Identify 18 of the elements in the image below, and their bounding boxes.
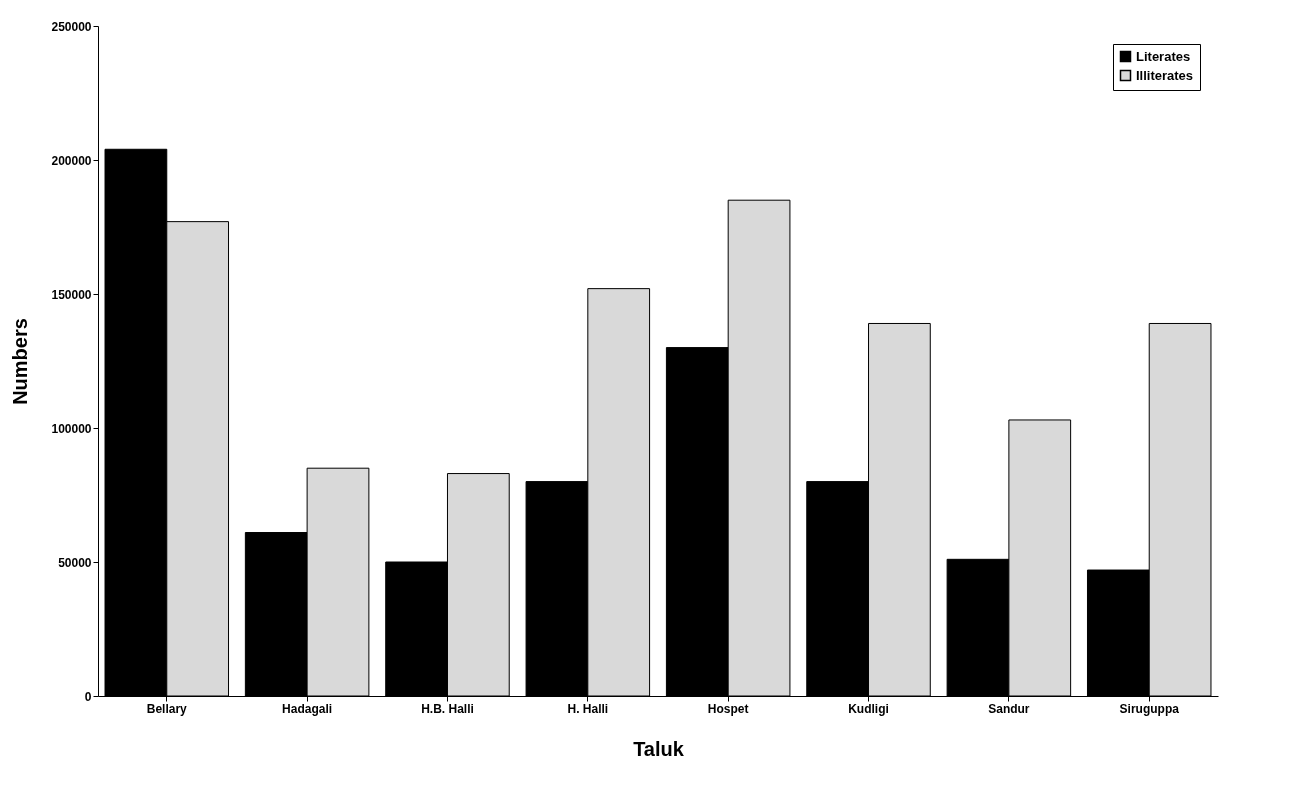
x-tick-label: Kudligi [848, 701, 889, 716]
y-tick-label: 0 [84, 689, 92, 704]
x-tick-label: Sandur [988, 701, 1030, 716]
x-tick-label: Siruguppa [1119, 701, 1180, 716]
y-axis-title: Numbers [9, 318, 32, 405]
legend-label: Literates [1136, 48, 1191, 64]
x-tick-label: Hospet [707, 701, 749, 716]
legend-label: Illiterates [1136, 67, 1194, 83]
x-tick-label: H.B. Halli [421, 701, 474, 716]
x-tick-label: Hadagali [282, 701, 333, 716]
y-tick-label: 250000 [51, 19, 92, 34]
x-tick-label: H. Halli [567, 701, 609, 716]
y-tick-label: 200000 [51, 153, 92, 168]
y-tick-label: 50000 [58, 555, 92, 570]
y-tick-label: 150000 [51, 287, 92, 302]
y-tick-label: 100000 [51, 421, 92, 436]
x-axis-title: Taluk [633, 737, 685, 760]
x-tick-label: Bellary [146, 701, 188, 716]
